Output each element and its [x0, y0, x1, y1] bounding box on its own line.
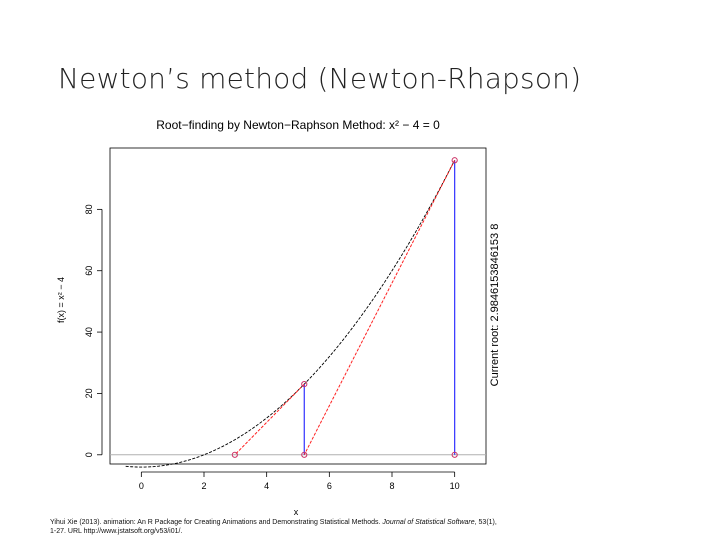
x-tick-label: 4: [264, 481, 269, 491]
y-tick-label: 40: [84, 327, 94, 337]
x-tick-label: 8: [389, 481, 394, 491]
citation-volume: , 53(1),: [474, 519, 497, 526]
citation: Yihui Xie (2013). animation: An R Packag…: [50, 518, 497, 536]
plot-frame: [109, 147, 487, 465]
function-curve: [125, 160, 456, 468]
tangent-segment: [234, 383, 305, 456]
citation-line-1: Yihui Xie (2013). animation: An R Packag…: [50, 518, 497, 527]
chart-title: Root−finding by Newton−Raphson Method: x…: [156, 118, 440, 132]
y-tick-label: 60: [84, 266, 94, 276]
citation-journal: Journal of Statistical Software: [382, 519, 475, 526]
tangent-segment: [303, 160, 456, 456]
citation-authors: Yihui Xie (2013). animation: An R Packag…: [50, 519, 383, 526]
citation-line-2: 1-27. URL http://www.jstatsoft.org/v53/i…: [50, 528, 183, 535]
y-axis-label: f(x) = x² − 4: [56, 277, 66, 323]
slide-title: Newton’s method (Newton-Rhapson): [58, 62, 582, 95]
iteration-point: [301, 451, 308, 458]
y-tick-label: 80: [84, 204, 94, 214]
y-tick-label: 0: [84, 452, 94, 457]
iteration-point: [231, 451, 238, 458]
x-tick-label: 0: [139, 481, 144, 491]
x-tick-label: 2: [201, 481, 206, 491]
x-axis-label: x: [294, 507, 299, 517]
x-tick-label: 6: [327, 481, 332, 491]
current-root-label: Current root: 2.9846153846153 8: [489, 224, 501, 387]
iteration-point: [451, 157, 458, 164]
y-tick-label: 20: [84, 388, 94, 398]
iteration-point: [451, 451, 458, 458]
iteration-point: [301, 381, 308, 388]
x-tick-label: 10: [450, 481, 460, 491]
